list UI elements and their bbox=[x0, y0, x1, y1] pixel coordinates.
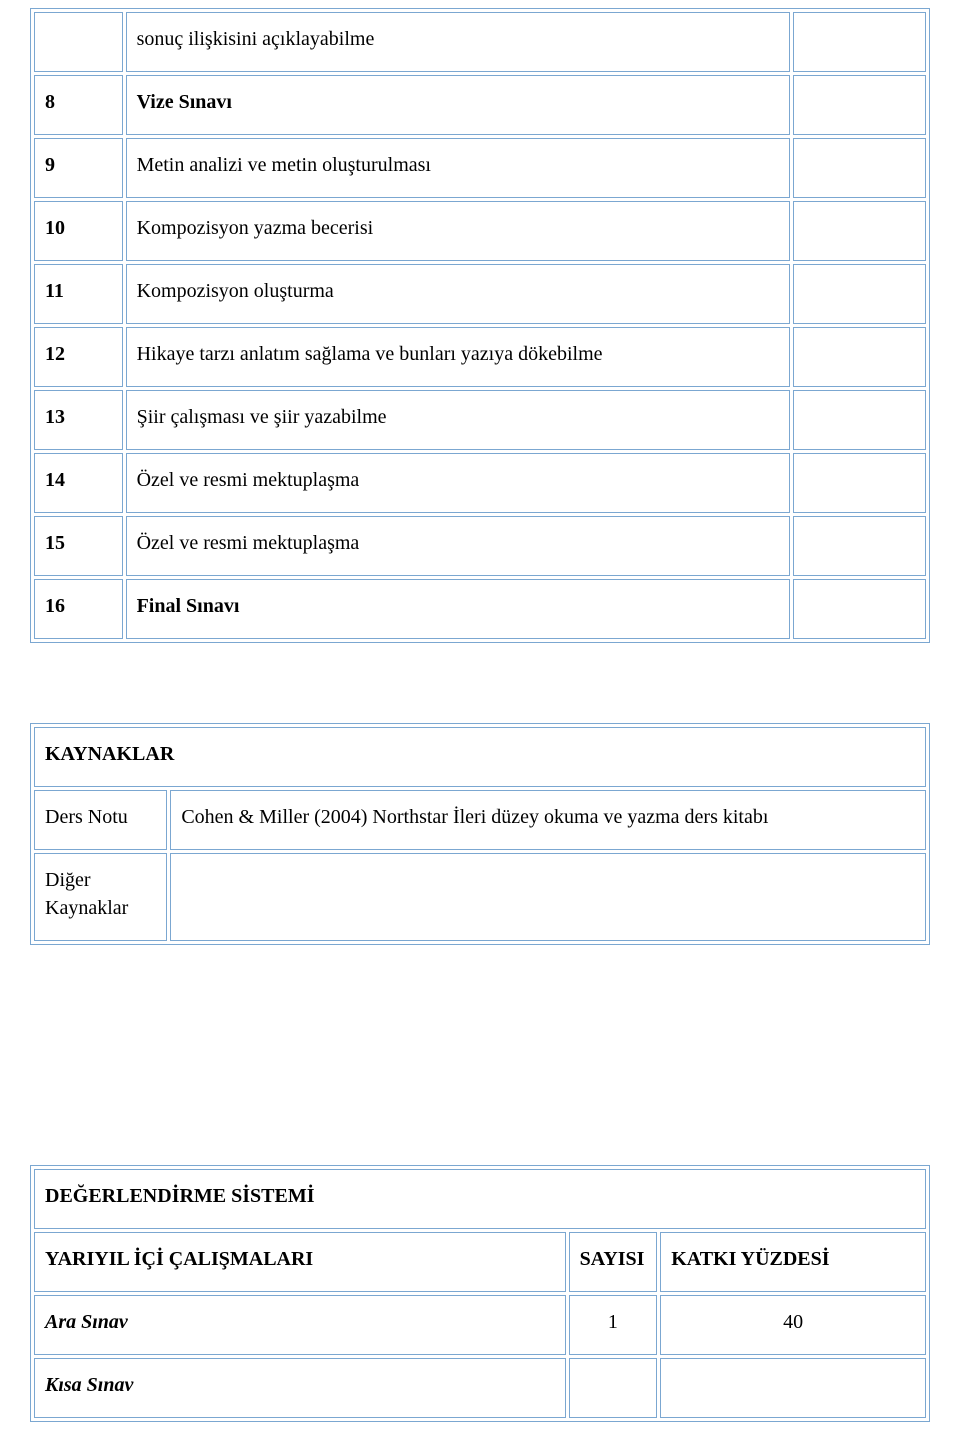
spacer bbox=[30, 945, 930, 1165]
week-number: 16 bbox=[34, 579, 123, 639]
evaluation-row-count: 1 bbox=[569, 1295, 658, 1355]
week-extra bbox=[793, 579, 926, 639]
table-row: Ara Sınav 1 40 bbox=[34, 1295, 926, 1355]
schedule-table: sonuç ilişkisini açıklayabilme8Vize Sına… bbox=[30, 8, 930, 643]
week-description: Kompozisyon oluşturma bbox=[126, 264, 791, 324]
week-extra bbox=[793, 327, 926, 387]
week-number: 8 bbox=[34, 75, 123, 135]
evaluation-subheader-desc: YARIYIL İÇİ ÇALIŞMALARI bbox=[34, 1232, 566, 1292]
table-row: 15Özel ve resmi mektuplaşma bbox=[34, 516, 926, 576]
table-row: 12Hikaye tarzı anlatım sağlama ve bunlar… bbox=[34, 327, 926, 387]
source-content bbox=[170, 853, 926, 941]
week-extra bbox=[793, 453, 926, 513]
week-number: 10 bbox=[34, 201, 123, 261]
evaluation-row-pct bbox=[660, 1358, 926, 1418]
week-extra bbox=[793, 201, 926, 261]
table-row: sonuç ilişkisini açıklayabilme bbox=[34, 12, 926, 72]
week-number: 13 bbox=[34, 390, 123, 450]
week-description: sonuç ilişkisini açıklayabilme bbox=[126, 12, 791, 72]
table-row: Ders Notu Cohen & Miller (2004) Northsta… bbox=[34, 790, 926, 850]
week-number: 11 bbox=[34, 264, 123, 324]
week-description: Vize Sınavı bbox=[126, 75, 791, 135]
table-row: 8Vize Sınavı bbox=[34, 75, 926, 135]
week-extra bbox=[793, 390, 926, 450]
week-number: 9 bbox=[34, 138, 123, 198]
evaluation-subheader-count: SAYISI bbox=[569, 1232, 658, 1292]
evaluation-header: DEĞERLENDİRME SİSTEMİ bbox=[34, 1169, 926, 1229]
sources-table: KAYNAKLAR Ders Notu Cohen & Miller (2004… bbox=[30, 723, 930, 945]
spacer bbox=[30, 643, 930, 723]
source-label: Ders Notu bbox=[34, 790, 167, 850]
week-extra bbox=[793, 516, 926, 576]
week-number bbox=[34, 12, 123, 72]
sources-header: KAYNAKLAR bbox=[34, 727, 926, 787]
week-number: 12 bbox=[34, 327, 123, 387]
evaluation-table: DEĞERLENDİRME SİSTEMİ YARIYIL İÇİ ÇALIŞM… bbox=[30, 1165, 930, 1422]
table-row: 13Şiir çalışması ve şiir yazabilme bbox=[34, 390, 926, 450]
evaluation-row-label: Kısa Sınav bbox=[34, 1358, 566, 1418]
week-description: Kompozisyon yazma becerisi bbox=[126, 201, 791, 261]
table-row: 16Final Sınavı bbox=[34, 579, 926, 639]
source-content: Cohen & Miller (2004) Northstar İleri dü… bbox=[170, 790, 926, 850]
evaluation-row-pct: 40 bbox=[660, 1295, 926, 1355]
table-row: 11Kompozisyon oluşturma bbox=[34, 264, 926, 324]
week-extra bbox=[793, 75, 926, 135]
week-description: Şiir çalışması ve şiir yazabilme bbox=[126, 390, 791, 450]
table-row: Kısa Sınav bbox=[34, 1358, 926, 1418]
table-row: YARIYIL İÇİ ÇALIŞMALARI SAYISI KATKI YÜZ… bbox=[34, 1232, 926, 1292]
week-description: Özel ve resmi mektuplaşma bbox=[126, 453, 791, 513]
table-row: 14Özel ve resmi mektuplaşma bbox=[34, 453, 926, 513]
week-extra bbox=[793, 12, 926, 72]
week-description: Metin analizi ve metin oluşturulması bbox=[126, 138, 791, 198]
week-description: Final Sınavı bbox=[126, 579, 791, 639]
table-row: 10Kompozisyon yazma becerisi bbox=[34, 201, 926, 261]
week-extra bbox=[793, 138, 926, 198]
week-description: Hikaye tarzı anlatım sağlama ve bunları … bbox=[126, 327, 791, 387]
week-number: 15 bbox=[34, 516, 123, 576]
table-row: 9Metin analizi ve metin oluşturulması bbox=[34, 138, 926, 198]
table-row: Diğer Kaynaklar bbox=[34, 853, 926, 941]
evaluation-row-label: Ara Sınav bbox=[34, 1295, 566, 1355]
week-description: Özel ve resmi mektuplaşma bbox=[126, 516, 791, 576]
week-number: 14 bbox=[34, 453, 123, 513]
week-extra bbox=[793, 264, 926, 324]
source-label: Diğer Kaynaklar bbox=[34, 853, 167, 941]
evaluation-subheader-pct: KATKI YÜZDESİ bbox=[660, 1232, 926, 1292]
evaluation-row-count bbox=[569, 1358, 658, 1418]
